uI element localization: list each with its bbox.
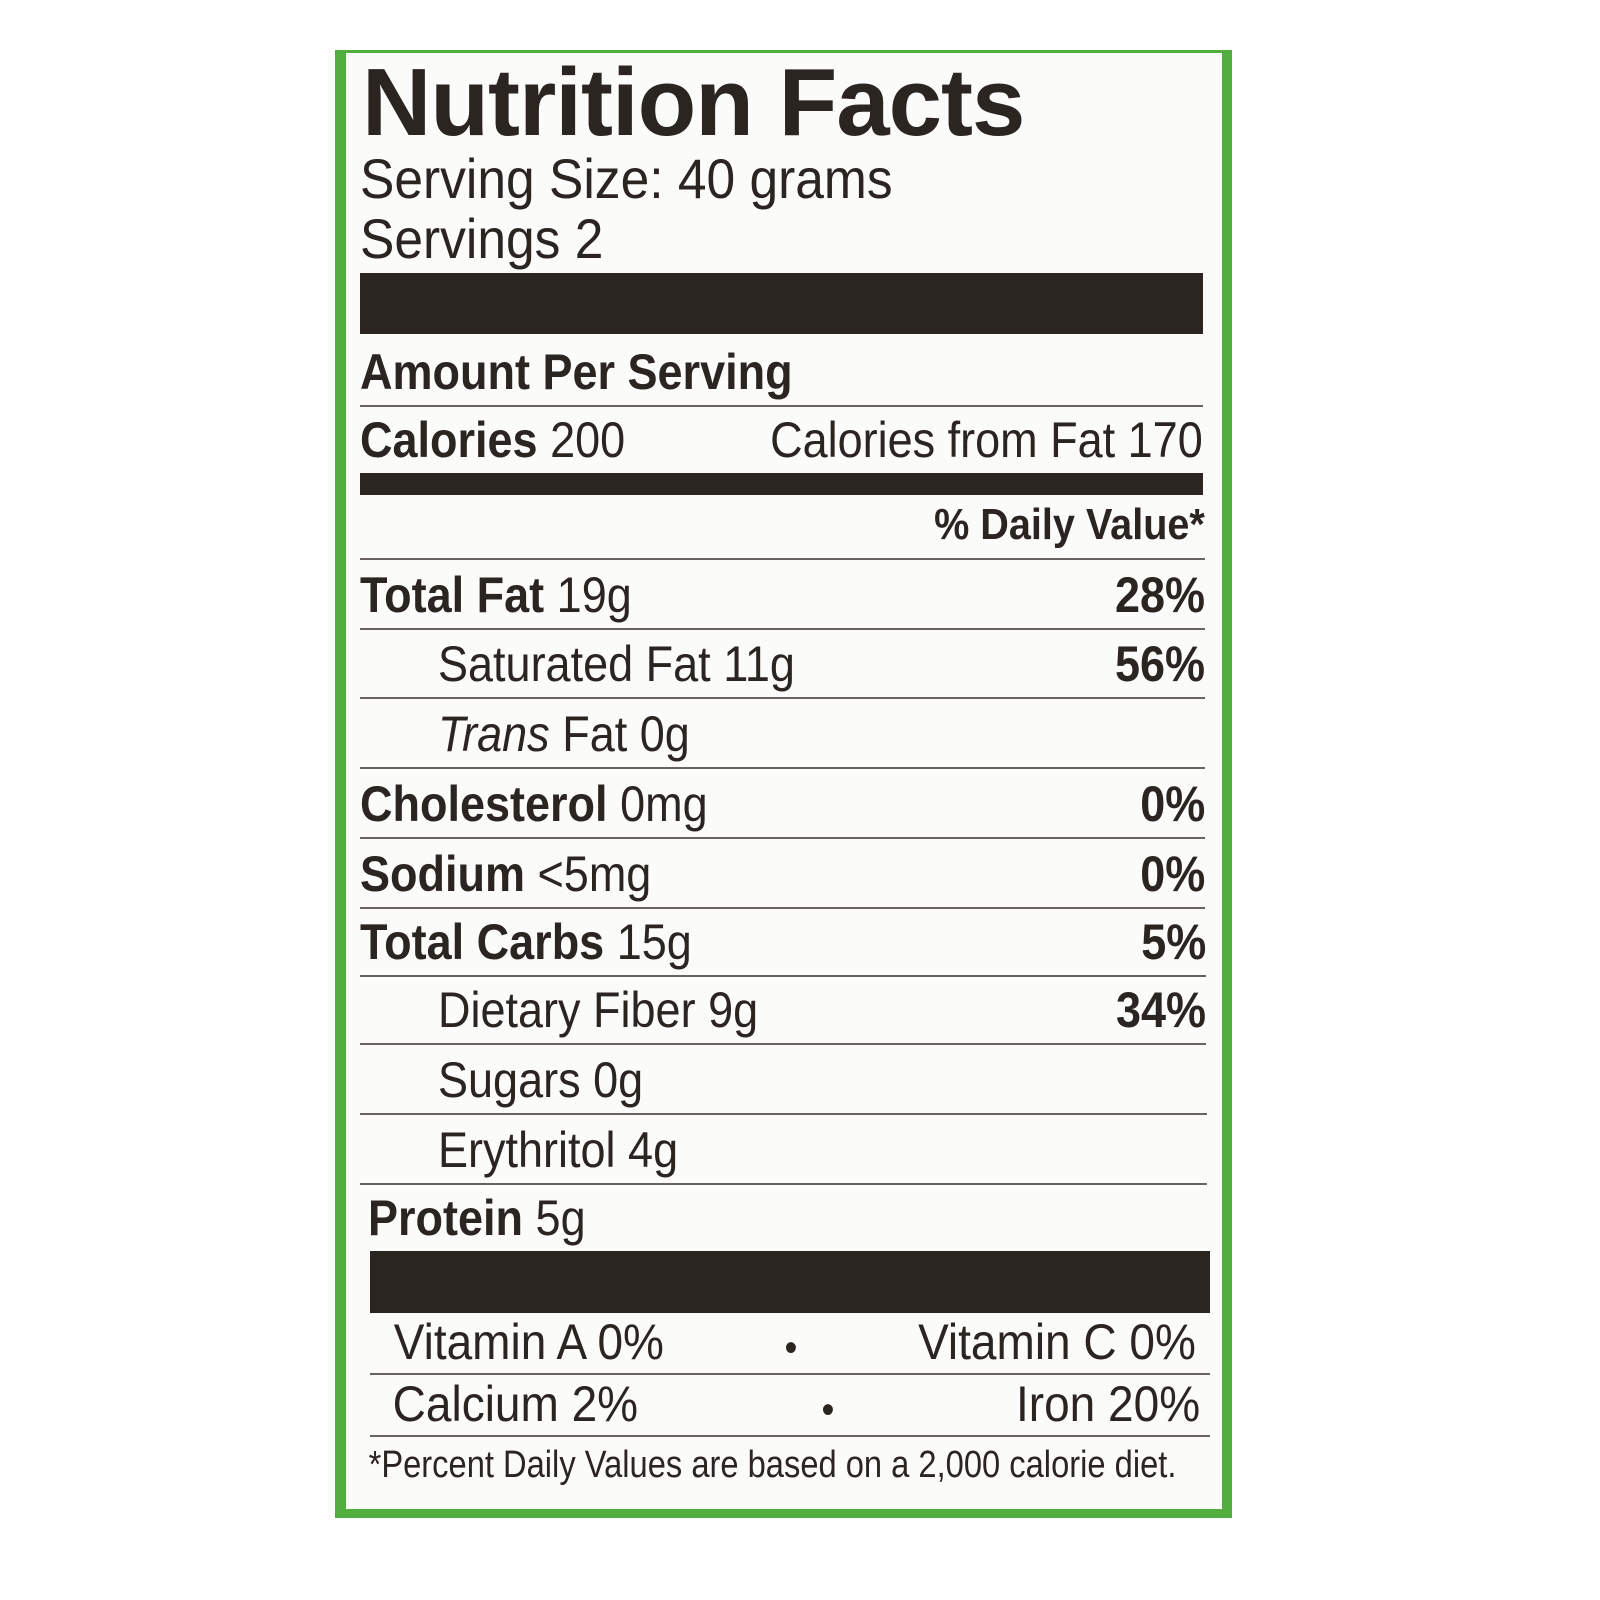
nutrient-name: Erythritol [438, 1122, 616, 1178]
nutrient-amount: <5mg [537, 846, 652, 902]
amount-per-serving-row: Amount Per Serving [360, 334, 1203, 407]
nutrient-dv: 0% [1139, 846, 1205, 902]
bullet: • [821, 1388, 835, 1432]
nutrient-name: Saturated Fat [438, 636, 711, 692]
nutrient-amount: 5g [535, 1190, 586, 1246]
nutrient-name: Sugars [438, 1052, 581, 1108]
calories-from-fat: Calories from Fat 170 [770, 412, 1203, 468]
nutrient-name: Total Fat [360, 567, 545, 623]
nutrient-amount: 9g [708, 982, 759, 1038]
daily-value-header: % Daily Value* [934, 500, 1205, 549]
nutrient-dv: 5% [1140, 914, 1206, 970]
vitamin-c: Vitamin C 0% [918, 1314, 1196, 1370]
nutrient-row-protein: Protein 5g [360, 1185, 1207, 1251]
nutrient-dv: 56% [1114, 636, 1205, 692]
servings: Servings 2 [360, 207, 604, 270]
daily-value-header-row: % Daily Value* [360, 495, 1205, 560]
mineral-row: Calcium 2% • Iron 20% [370, 1375, 1210, 1437]
nutrient-name: Protein [368, 1190, 524, 1246]
nutrition-facts-label: Nutrition Facts Serving Size: 40 grams S… [360, 49, 1210, 1489]
nutrient-dv: 0% [1139, 776, 1205, 832]
calories-value: 200 [550, 412, 626, 468]
nutrient-row-trans-fat: Trans Fat 0g [360, 699, 1205, 769]
calcium: Calcium 2% [392, 1376, 639, 1432]
nutrient-amount: 19g [556, 567, 632, 623]
nutrient-dv: 28% [1114, 567, 1205, 623]
calories-label: Calories [360, 412, 538, 468]
nutrient-row-cholesterol: Cholesterol 0mg 0% [360, 769, 1205, 839]
nutrient-amount: 0g [639, 706, 690, 762]
bullet: • [784, 1326, 798, 1370]
medium-divider [360, 473, 1203, 495]
nutrient-row-total-carbs: Total Carbs 15g 5% [360, 909, 1206, 977]
nutrient-amount: 0g [593, 1052, 644, 1108]
nutrient-amount: 0mg [620, 776, 708, 832]
amount-per-serving: Amount Per Serving [360, 344, 793, 400]
nutrient-row-sugars: Sugars 0g [360, 1045, 1207, 1115]
footnote: *Percent Daily Values are based on a 2,0… [368, 1444, 1177, 1486]
nutrient-amount: 4g [628, 1122, 679, 1178]
nutrient-row-total-fat: Total Fat 19g 28% [360, 560, 1205, 630]
calories-row: Calories 200 Calories from Fat 170 [360, 407, 1203, 473]
nutrient-name: Sodium [360, 846, 525, 902]
title: Nutrition Facts [362, 49, 1025, 156]
thick-divider [360, 273, 1203, 334]
nutrient-amount: 11g [723, 636, 795, 692]
nutrient-row-saturated-fat: Saturated Fat 11g 56% [360, 630, 1205, 699]
nutrient-name-rest: Fat [562, 706, 628, 762]
nutrient-dv: 34% [1115, 982, 1206, 1038]
nutrient-name: Total Carbs [360, 914, 605, 970]
nutrient-row-erythritol: Erythritol 4g [360, 1115, 1207, 1185]
nutrient-name: Cholesterol [360, 776, 608, 832]
nutrient-row-sodium: Sodium <5mg 0% [360, 839, 1205, 909]
nutrient-row-dietary-fiber: Dietary Fiber 9g 34% [360, 977, 1206, 1045]
vitamin-row: Vitamin A 0% • Vitamin C 0% [370, 1313, 1210, 1375]
nutrient-name: Dietary Fiber [438, 982, 696, 1038]
vitamin-a: Vitamin A 0% [393, 1314, 664, 1370]
iron: Iron 20% [1015, 1376, 1200, 1432]
thick-divider [370, 1251, 1210, 1313]
serving-size: Serving Size: 40 grams [360, 147, 893, 210]
nutrient-name: Trans [438, 706, 550, 762]
nutrient-amount: 15g [616, 914, 692, 970]
